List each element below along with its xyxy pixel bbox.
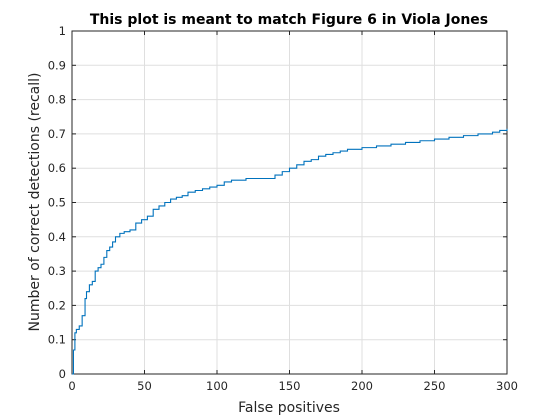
- grid-layer: [72, 31, 507, 374]
- x-tick-label: 100: [206, 379, 228, 393]
- tick-layer: 0 50 100 150 200 250 300 0 0.1 0.2 0.3 0.4 0.5 0.6 0.7…: [48, 24, 518, 393]
- chart-title: This plot is meant to match Figure 6 in …: [90, 12, 488, 28]
- y-tick-label: 0.1: [48, 333, 66, 347]
- series-layer: [72, 128, 508, 375]
- y-tick-label: 0.4: [48, 230, 66, 244]
- y-tick-label: 0.3: [48, 264, 66, 278]
- y-tick-label: 0.8: [48, 93, 66, 107]
- y-tick-label: 0.7: [48, 127, 66, 141]
- x-tick-label: 0: [68, 379, 75, 393]
- x-tick-label: 150: [279, 379, 301, 393]
- y-tick-label: 0.9: [48, 58, 66, 72]
- y-tick-label: 1: [59, 24, 66, 38]
- y-tick-label: 0.5: [48, 196, 66, 210]
- y-axis-label: Number of correct detections (recall): [27, 72, 43, 331]
- x-tick-label: 250: [424, 379, 446, 393]
- recall-step-line: [72, 128, 508, 375]
- x-tick-label: 50: [137, 379, 152, 393]
- x-tick-label: 300: [496, 379, 518, 393]
- x-tick-label: 200: [351, 379, 373, 393]
- x-axis-label: False positives: [238, 400, 340, 416]
- y-tick-label: 0: [59, 367, 66, 381]
- y-tick-label: 0.6: [48, 161, 66, 175]
- y-tick-label: 0.2: [48, 298, 66, 312]
